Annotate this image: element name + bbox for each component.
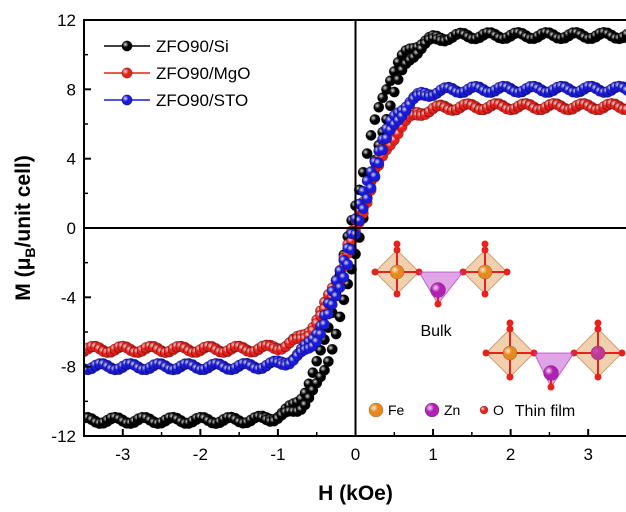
legend: ZFO90/Si ZFO90/MgO ZFO90/STO — [92, 28, 290, 114]
data-point — [373, 157, 385, 169]
data-point — [361, 148, 373, 160]
series-zfo90-sto — [84, 80, 626, 376]
data-point — [369, 114, 381, 126]
data-point — [334, 311, 346, 323]
y-axis-title-sub: B — [22, 247, 38, 257]
data-point — [353, 215, 365, 227]
data-point — [318, 318, 330, 330]
series-zfo90-si — [84, 26, 626, 430]
film-octahedron-left — [482, 319, 538, 381]
atom-key-label: O — [493, 402, 504, 418]
data-point — [315, 328, 327, 340]
atom-key-label: Fe — [388, 402, 405, 418]
legend-marker — [121, 94, 133, 106]
y-axis-title-mu: μ — [12, 258, 35, 271]
legend-marker — [121, 40, 133, 52]
data-point — [621, 28, 626, 40]
y-tick-label: -8 — [61, 358, 76, 377]
data-point — [307, 367, 319, 379]
data-point — [322, 308, 334, 320]
oxygen-atom — [506, 373, 514, 381]
x-tick-label: 3 — [583, 445, 592, 464]
y-tick-label: 4 — [67, 150, 76, 169]
oxygen-atom — [594, 373, 602, 381]
legend-marker — [121, 67, 133, 79]
oxygen-atom — [503, 268, 511, 276]
thin-film-label: Thin film — [515, 403, 575, 420]
x-tick-label: -3 — [115, 445, 130, 464]
x-tick-label: 2 — [506, 445, 515, 464]
y-tick-label: -12 — [51, 427, 76, 446]
data-point — [388, 86, 400, 98]
data-point — [384, 75, 396, 87]
data-point — [621, 104, 626, 115]
oxygen-atom — [371, 268, 379, 276]
data-point — [318, 364, 330, 376]
x-axis-title: H (kOe) — [318, 482, 393, 505]
y-tick-label: 12 — [57, 11, 76, 30]
y-tick-label: -4 — [61, 288, 76, 307]
legend-label: ZFO90/Si — [156, 37, 229, 56]
x-tick-label: 1 — [428, 445, 437, 464]
data-point — [346, 244, 358, 256]
oxygen-atom — [482, 349, 490, 357]
oxygen-atom — [481, 290, 489, 298]
atom-key-label: Zn — [444, 402, 460, 418]
data-point — [326, 343, 338, 355]
data-point — [311, 355, 323, 367]
data-point — [621, 84, 626, 96]
crystal-structure-inset: Bulk Fe Zn O Thin film — [368, 240, 626, 420]
film-tetrahedron — [533, 352, 575, 391]
data-point — [384, 100, 396, 112]
data-point — [365, 129, 377, 141]
legend-label: ZFO90/STO — [156, 91, 248, 110]
x-tick-label: 0 — [351, 445, 360, 464]
y-axis-title: M (μB/unit cell) — [12, 155, 38, 301]
atom-key: Fe Zn O — [368, 402, 504, 418]
legend-label: ZFO90/MgO — [156, 64, 250, 83]
y-tick-label: 0 — [67, 219, 76, 238]
series-layer — [84, 26, 626, 430]
oxygen-atom — [618, 349, 626, 357]
y-axis-title-suffix: /unit cell) — [12, 155, 35, 247]
bulk-tetrahedron — [418, 271, 465, 308]
bulk-octahedron-right — [459, 240, 511, 298]
data-point — [377, 92, 389, 104]
data-point — [373, 101, 385, 113]
data-point — [326, 299, 338, 311]
data-point — [338, 271, 350, 283]
x-tick-label: -2 — [193, 445, 208, 464]
x-tick-label: -1 — [270, 445, 285, 464]
data-point — [365, 182, 377, 194]
data-point — [392, 74, 404, 86]
y-tick-label: 8 — [67, 80, 76, 99]
data-point — [377, 144, 389, 156]
data-point — [342, 258, 354, 270]
data-point — [322, 355, 334, 367]
data-point — [330, 328, 342, 340]
bulk-octahedron-left — [371, 240, 423, 298]
y-axis-title-prefix: M ( — [12, 270, 35, 300]
data-point — [357, 203, 369, 215]
data-point — [369, 170, 381, 182]
oxygen-atom — [393, 290, 401, 298]
data-point — [361, 192, 373, 204]
data-point — [334, 281, 346, 293]
bulk-label: Bulk — [420, 323, 452, 340]
